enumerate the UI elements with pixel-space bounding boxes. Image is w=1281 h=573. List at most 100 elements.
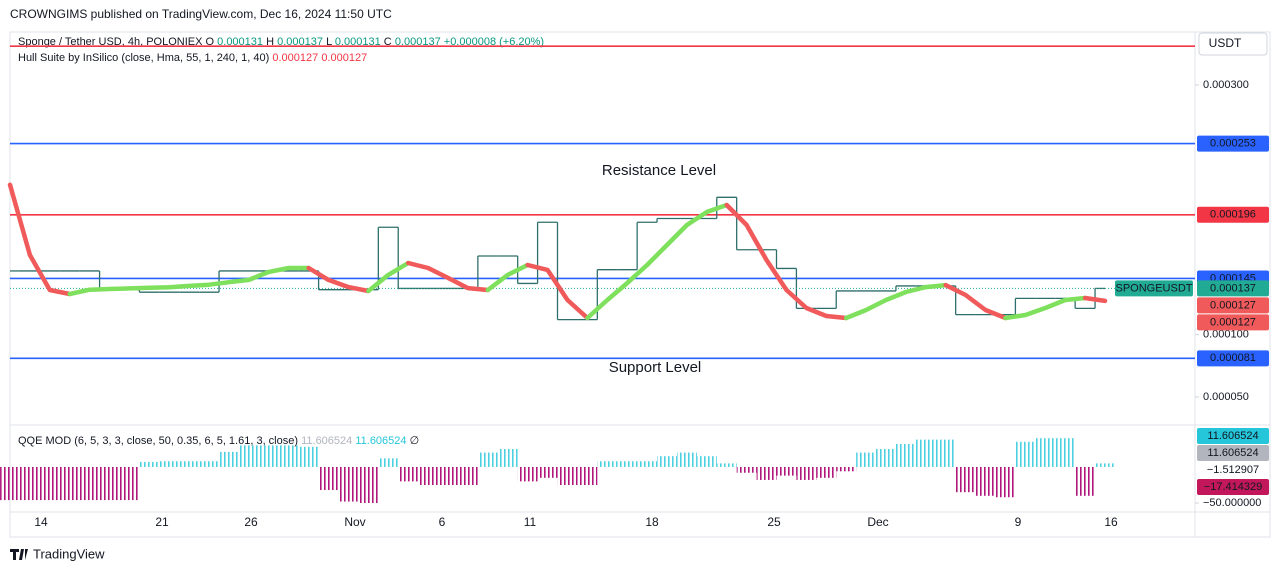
hull-line bbox=[67, 265, 311, 297]
histogram-bar bbox=[676, 452, 697, 467]
x-tick-label: 25 bbox=[767, 515, 781, 529]
price-label-bg bbox=[1197, 428, 1269, 444]
legend-item: 0.000127 bbox=[272, 52, 318, 64]
histogram-bar bbox=[876, 448, 896, 467]
hull-line bbox=[585, 202, 729, 321]
histogram-bar bbox=[179, 461, 200, 467]
y-tick-label: 0.000050 bbox=[1203, 391, 1249, 403]
price-label: −17.414329 bbox=[1204, 481, 1262, 493]
legend-symbol: Sponge / Tether USD, 4h, POLONIEX O 0.00… bbox=[18, 36, 544, 48]
legend-hull: Hull Suite by InSilico (close, Hma, 55, … bbox=[18, 52, 367, 64]
histogram-bar bbox=[378, 458, 399, 467]
histogram-bar bbox=[796, 466, 817, 480]
price-label-bg bbox=[1197, 135, 1269, 152]
change: +0.000008 (+6.20%) bbox=[444, 36, 544, 48]
legend-item: QQE MOD (6, 5, 3, 3, close, 50, 0.35, 6,… bbox=[18, 435, 298, 447]
histogram-bar bbox=[238, 445, 259, 467]
histogram-bar bbox=[219, 451, 239, 467]
histogram-bar bbox=[756, 466, 777, 480]
hull-line bbox=[943, 282, 1008, 321]
ohlc-value: 0.000137 bbox=[277, 36, 323, 48]
histogram-bar bbox=[477, 452, 498, 467]
hull-line bbox=[405, 260, 491, 293]
hull-line bbox=[366, 260, 411, 294]
histogram-bar bbox=[1075, 466, 1096, 496]
histogram-bar bbox=[1035, 438, 1056, 467]
x-tick-label: Dec bbox=[867, 515, 888, 529]
ohlc-value: 0.000131 bbox=[335, 36, 381, 48]
histogram-bar bbox=[975, 466, 996, 496]
histogram-bar bbox=[577, 466, 598, 485]
histogram-bar bbox=[597, 461, 618, 467]
histogram-bar bbox=[557, 466, 578, 485]
x-tick-label: 18 bbox=[645, 515, 659, 529]
histogram-bar bbox=[0, 466, 20, 501]
histogram-bar bbox=[497, 448, 518, 467]
chart-frame bbox=[9, 31, 1271, 538]
price-label: 11.606524 bbox=[1207, 430, 1258, 442]
histogram-bar bbox=[915, 439, 936, 467]
hull-line bbox=[1003, 295, 1088, 321]
symbol: Sponge / Tether USD, 4h, POLONIEX bbox=[18, 36, 203, 48]
histogram-bar bbox=[398, 466, 419, 482]
histogram-bar bbox=[19, 466, 40, 501]
y-tick-label: −50.000000 bbox=[1203, 497, 1261, 509]
price-label: 0.000253 bbox=[1210, 138, 1256, 150]
ohlc-value: 0.000131 bbox=[217, 36, 263, 48]
annotation: Resistance Level bbox=[602, 162, 716, 179]
hull-line bbox=[525, 262, 590, 321]
ohlc-key: C bbox=[384, 36, 392, 48]
logo-icon bbox=[10, 549, 28, 560]
symbol-label: SPONGEUSDT bbox=[1115, 282, 1192, 294]
histogram-bar bbox=[159, 461, 180, 467]
currency[interactable]: USDT bbox=[1209, 36, 1242, 50]
annotation: Support Level bbox=[609, 359, 702, 376]
histogram-bar bbox=[99, 466, 120, 501]
x-tick-label: 26 bbox=[244, 515, 258, 529]
price-label: 0.000127 bbox=[1210, 299, 1256, 311]
legend-item: 11.606524 bbox=[355, 435, 406, 447]
histogram-bar bbox=[258, 445, 279, 467]
hull-line bbox=[306, 265, 371, 294]
price-label: −1.512907 bbox=[1207, 464, 1259, 476]
histogram-bar bbox=[856, 452, 877, 467]
legend-item: ∅ bbox=[410, 435, 420, 447]
legend-item: 11.606524 bbox=[301, 435, 352, 447]
histogram-bar bbox=[955, 466, 976, 493]
x-tick-label: 14 bbox=[34, 515, 48, 529]
histogram-bar bbox=[736, 466, 757, 473]
ohlc-value: 0.000137 bbox=[395, 36, 441, 48]
currency-button[interactable] bbox=[1198, 32, 1268, 56]
legend-item: Hull Suite by InSilico (close, Hma, 55, … bbox=[18, 52, 269, 64]
ohlc-key: O bbox=[206, 36, 215, 48]
x-tick-label: 6 bbox=[439, 515, 446, 529]
histogram-bar bbox=[895, 443, 916, 467]
hull-line bbox=[485, 262, 530, 293]
ohlc-key: H bbox=[266, 36, 274, 48]
symbol-label-bg bbox=[1115, 280, 1193, 297]
price-label-bg bbox=[1197, 297, 1269, 314]
x-tick-label: 11 bbox=[524, 515, 537, 529]
x-tick-label: 21 bbox=[155, 515, 169, 529]
histogram-bar bbox=[298, 446, 319, 467]
legend-item: 0.000127 bbox=[321, 52, 367, 64]
histogram-bar bbox=[935, 439, 956, 467]
histogram-bar bbox=[39, 466, 60, 501]
price-label-bg bbox=[1197, 350, 1269, 367]
price-label: 0.000081 bbox=[1210, 352, 1256, 364]
histogram-bar bbox=[338, 466, 359, 502]
histogram-bar bbox=[59, 466, 80, 501]
histogram-bar bbox=[836, 466, 857, 472]
y-tick-label: 0.000100 bbox=[1203, 329, 1249, 341]
histogram-bar bbox=[637, 461, 658, 467]
price-label: 0.000127 bbox=[1210, 316, 1256, 328]
histogram-bar bbox=[318, 466, 339, 491]
histogram-bar bbox=[418, 466, 439, 485]
price-label-bg bbox=[1197, 479, 1269, 495]
histogram-bar bbox=[438, 466, 458, 485]
price-label-bg bbox=[1197, 314, 1269, 331]
price-label-bg bbox=[1197, 206, 1269, 223]
histogram-bar bbox=[716, 463, 737, 467]
publisher: CROWNGIMS published on TradingView.com, … bbox=[10, 7, 392, 21]
